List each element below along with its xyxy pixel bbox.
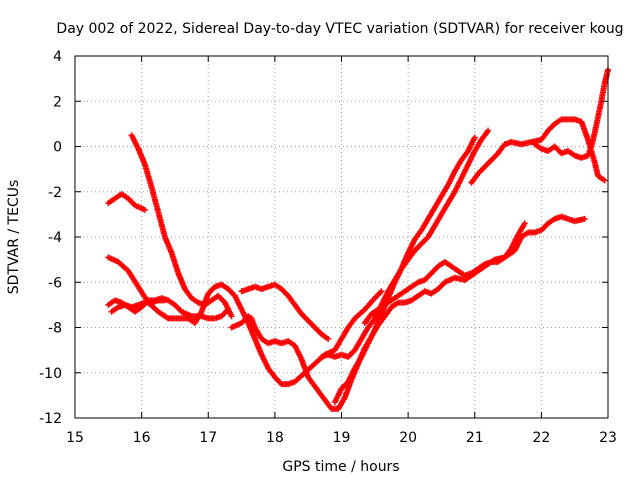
x-tick-label: 16 <box>133 430 151 446</box>
series-markers <box>128 132 235 320</box>
axis-ticks: 15 16 17 18 19 20 21 22 23 -12 -10 -8 -6 -4 -2 0 2 4 <box>39 49 617 446</box>
series-arc-3 <box>105 254 385 388</box>
series-arc-12 <box>531 66 611 161</box>
y-tick-label: 2 <box>53 94 62 110</box>
y-tick-label: -10 <box>39 366 62 382</box>
y-axis-label: SDTVAR / TECUs <box>6 180 22 295</box>
chart-title: Day 002 of 2022, Sidereal Day-to-day VTE… <box>56 21 623 37</box>
series-arc-11 <box>468 116 608 186</box>
series-markers <box>318 127 492 360</box>
y-tick-label: -12 <box>39 411 62 427</box>
x-tick-label: 19 <box>333 430 351 446</box>
series-arc-2 <box>128 132 235 320</box>
series-arc-7 <box>238 281 332 342</box>
y-tick-label: -2 <box>48 185 62 201</box>
data-series <box>105 66 611 412</box>
series-arc-10 <box>361 220 528 326</box>
series-arc-5 <box>108 297 168 315</box>
y-tick-label: -4 <box>48 230 62 246</box>
x-tick-label: 18 <box>266 430 284 446</box>
y-tick-label: -8 <box>48 321 62 337</box>
x-axis-label: GPS time / hours <box>282 459 399 475</box>
x-tick-label: 17 <box>199 430 217 446</box>
x-tick-label: 23 <box>599 430 617 446</box>
series-markers <box>105 191 148 213</box>
y-tick-label: 0 <box>53 140 62 156</box>
y-tick-label: -6 <box>48 275 62 291</box>
x-tick-label: 15 <box>66 430 84 446</box>
grid-lines <box>75 56 608 418</box>
y-tick-label: 4 <box>53 49 62 65</box>
series-arc-9 <box>331 134 478 406</box>
x-tick-label: 22 <box>532 430 550 446</box>
series-arc-1 <box>105 191 148 213</box>
series-arc-8 <box>318 127 492 360</box>
series-markers <box>468 116 608 186</box>
x-tick-label: 20 <box>399 430 417 446</box>
x-tick-label: 21 <box>466 430 484 446</box>
